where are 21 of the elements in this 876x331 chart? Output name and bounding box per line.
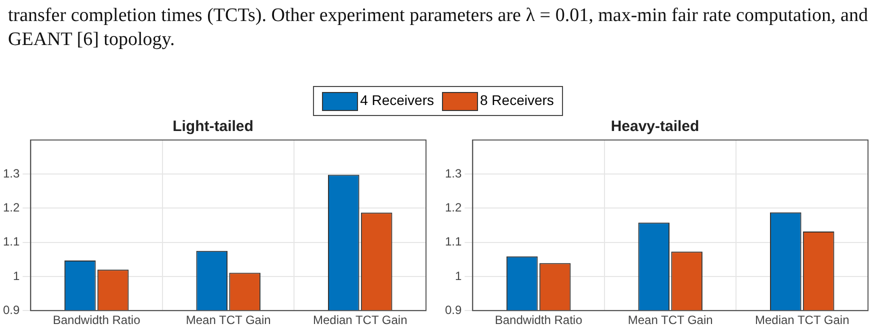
x-tick-label: Mean TCT Gain: [628, 313, 713, 328]
y-tick-label: 1.3: [444, 166, 462, 180]
y-tick-label: 0.9: [444, 302, 462, 317]
legend-label: 8 Receivers: [479, 92, 554, 110]
y-tick-label: 1: [454, 268, 462, 283]
x-tick-label: Bandwidth Ratio: [494, 313, 583, 328]
chart-title: Light-tailed: [172, 118, 254, 136]
text: transfer completion times (TCTs). Other experiment parameters are λ = 0.01, max-min fair rate computation, and GEANT [6] topology.: [8, 4, 868, 52]
x-tick-label: Median TCT Gain: [312, 313, 408, 328]
legend-label: 4 Receivers: [359, 92, 434, 110]
y-tick-label: 0.9: [2, 302, 20, 317]
chart-title: Heavy-tailed: [610, 118, 700, 136]
y-tick-label: 1.1: [2, 234, 20, 249]
y-tick-label: 1.2: [444, 200, 462, 215]
y-tick-label: 1.1: [444, 234, 462, 249]
x-tick-label: Mean TCT Gain: [186, 313, 271, 328]
y-tick-label: 1.3: [2, 166, 20, 180]
y-tick-label: 1.2: [2, 200, 20, 215]
x-tick-label: Median TCT Gain: [754, 313, 850, 328]
y-tick-label: 1: [12, 268, 20, 283]
x-tick-label: Bandwidth Ratio: [52, 313, 141, 328]
